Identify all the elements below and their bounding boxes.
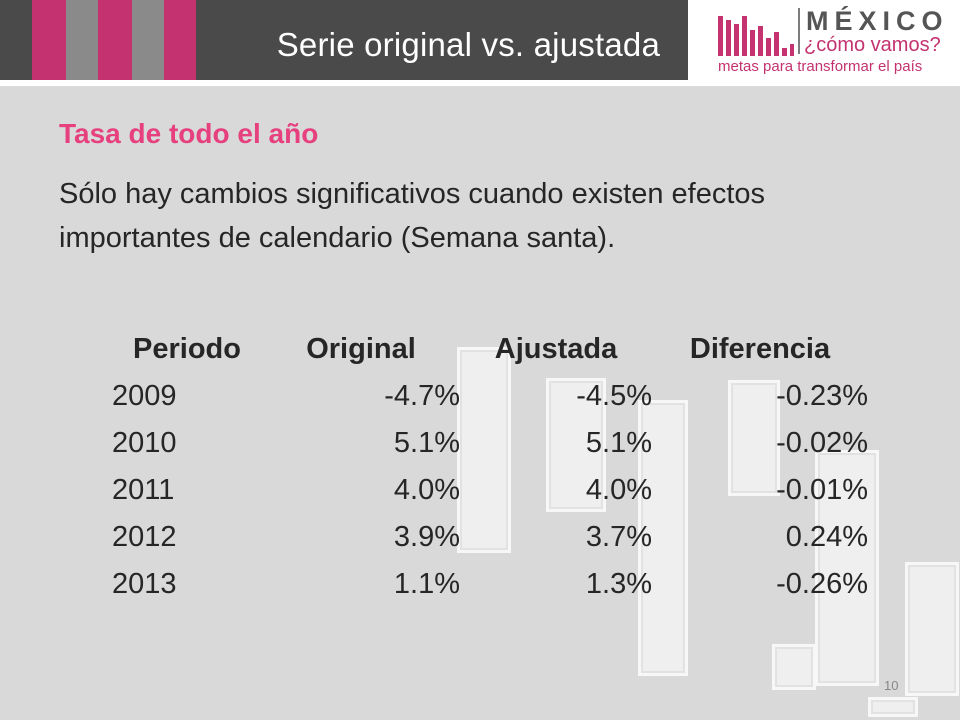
cell-ajustada: 4.0% [585, 474, 652, 506]
slide-title: Serie original vs. ajustada [276, 26, 660, 63]
cell-periodo: 2011 [112, 474, 175, 506]
header-stripe [98, 0, 132, 80]
decor-block [905, 562, 959, 696]
cell-diferencia: -0.01% [776, 474, 868, 506]
description-text: Sólo hay cambios significativos cuando e… [59, 178, 766, 254]
cell-diferencia: -0.23% [776, 380, 868, 412]
table-header-row: Periodo Original Ajustada Diferencia [94, 326, 868, 373]
decor-block [457, 347, 511, 553]
decor-block [772, 644, 816, 690]
table-row: 2010 5.1% 5.1% -0.02% [94, 420, 868, 467]
column-header-ajustada: Ajustada [494, 333, 618, 365]
cell-ajustada: 3.7% [585, 521, 652, 553]
header-divider [0, 80, 960, 86]
logo-bars-icon [718, 8, 794, 56]
header-stripe [132, 0, 164, 80]
cell-diferencia: -0.02% [776, 427, 868, 459]
table-row: 2011 4.0% 4.0% -0.01% [94, 467, 868, 514]
cell-diferencia: -0.26% [776, 568, 868, 600]
data-table: Periodo Original Ajustada Diferencia 200… [94, 326, 868, 608]
column-header-original: Original [306, 333, 416, 365]
column-header-periodo: Periodo [133, 333, 241, 365]
decor-block [728, 380, 780, 496]
logo-subtitle: metas para transformar el país [718, 58, 923, 75]
cell-periodo: 2013 [112, 568, 177, 600]
cell-periodo: 2012 [112, 521, 177, 553]
header-stripe [66, 0, 98, 80]
header-stripe [164, 0, 196, 80]
cell-ajustada: -4.5% [576, 380, 652, 412]
section-subtitle: Tasa de todo el año [59, 118, 319, 149]
cell-periodo: 2010 [112, 427, 177, 459]
decor-block [546, 378, 606, 512]
logo-wordmark: MÉXICO [806, 6, 949, 36]
logo-separator [798, 8, 800, 54]
cell-ajustada: 1.3% [585, 568, 652, 600]
decor-block [638, 400, 688, 676]
cell-diferencia: 0.24% [785, 521, 868, 553]
logo-tagline: ¿cómo vamos? [804, 34, 941, 56]
decor-block [868, 697, 918, 717]
cell-periodo: 2009 [112, 380, 177, 412]
logo-panel [688, 0, 960, 80]
header-bar: Serie original vs. ajustada [0, 0, 688, 80]
header-stripe [32, 0, 66, 80]
cell-original: 4.0% [393, 474, 460, 506]
column-header-diferencia: Diferencia [689, 333, 831, 365]
table-row: 2009 -4.7% -4.5% -0.23% [94, 373, 868, 420]
cell-original: 3.9% [393, 521, 460, 553]
page-number: 10 [884, 678, 899, 693]
cell-original: 5.1% [393, 427, 460, 459]
decor-block [815, 450, 879, 686]
cell-original: -4.7% [384, 380, 460, 412]
cell-original: 1.1% [393, 568, 460, 600]
cell-ajustada: 5.1% [585, 427, 652, 459]
table-row: 2012 3.9% 3.7% 0.24% [94, 514, 868, 561]
table-row: 2013 1.1% 1.3% -0.26% [94, 561, 868, 608]
